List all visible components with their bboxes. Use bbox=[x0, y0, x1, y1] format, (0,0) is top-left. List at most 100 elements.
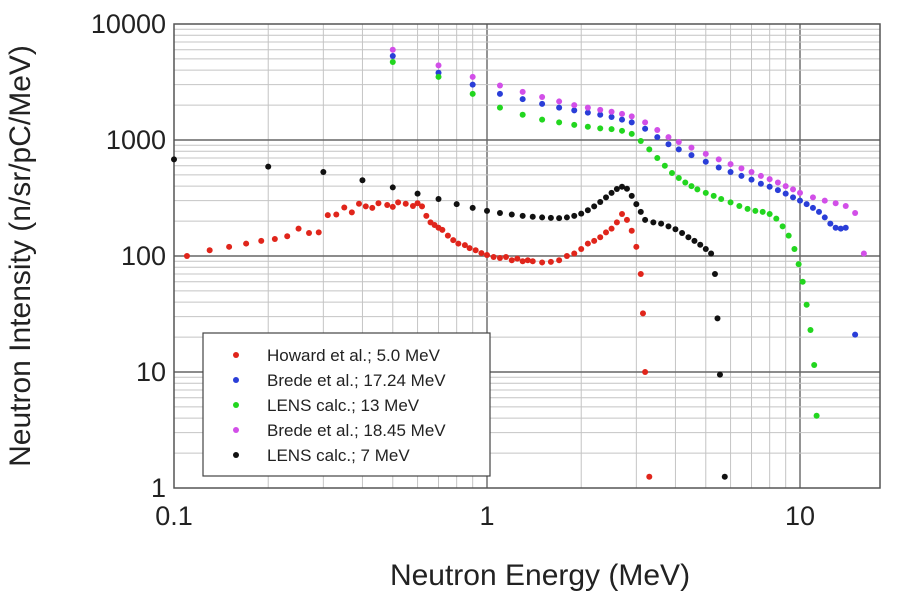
data-point bbox=[642, 125, 649, 132]
data-point bbox=[661, 162, 668, 169]
data-point bbox=[628, 227, 635, 234]
data-point bbox=[539, 93, 546, 100]
data-point bbox=[619, 183, 626, 190]
legend-marker bbox=[233, 452, 239, 458]
data-point bbox=[597, 125, 604, 132]
data-point bbox=[529, 258, 536, 265]
data-point bbox=[603, 194, 610, 201]
data-point bbox=[619, 110, 626, 117]
data-point bbox=[721, 473, 728, 480]
data-point bbox=[571, 250, 578, 257]
data-point bbox=[688, 144, 695, 151]
series-2-points bbox=[389, 52, 859, 338]
data-point bbox=[359, 177, 366, 184]
data-point bbox=[646, 473, 653, 480]
data-point bbox=[675, 175, 682, 182]
data-point bbox=[324, 212, 331, 219]
data-point bbox=[797, 189, 803, 196]
data-point bbox=[469, 73, 476, 80]
data-point bbox=[226, 243, 233, 250]
data-point bbox=[496, 82, 503, 89]
data-point bbox=[584, 104, 591, 111]
data-point bbox=[539, 214, 546, 221]
data-point bbox=[702, 189, 709, 196]
data-point bbox=[633, 201, 640, 208]
data-point bbox=[341, 204, 348, 211]
data-point bbox=[450, 237, 457, 244]
data-point bbox=[439, 226, 446, 233]
data-point bbox=[469, 81, 476, 88]
data-point bbox=[639, 310, 646, 317]
data-point bbox=[718, 196, 725, 203]
data-point bbox=[571, 107, 578, 114]
data-point bbox=[584, 109, 591, 116]
data-point bbox=[837, 225, 844, 232]
y-tick-label: 1000 bbox=[106, 125, 166, 155]
data-point bbox=[646, 146, 653, 153]
data-point bbox=[508, 257, 515, 264]
data-point bbox=[665, 141, 672, 148]
data-point bbox=[414, 190, 421, 197]
data-point bbox=[608, 113, 615, 120]
data-point bbox=[271, 236, 278, 243]
data-point bbox=[852, 209, 859, 216]
legend-marker bbox=[233, 377, 239, 383]
data-point bbox=[613, 186, 620, 193]
data-point bbox=[809, 194, 816, 201]
data-point bbox=[539, 116, 546, 123]
y-tick-label: 100 bbox=[121, 241, 166, 271]
data-point bbox=[409, 202, 416, 209]
data-point bbox=[642, 119, 649, 126]
data-point bbox=[744, 205, 751, 212]
data-point bbox=[797, 197, 803, 204]
data-point bbox=[803, 301, 810, 308]
data-point bbox=[461, 242, 468, 249]
data-point bbox=[414, 200, 421, 207]
data-point bbox=[803, 201, 810, 208]
data-point bbox=[688, 152, 695, 159]
x-tick-label: 1 bbox=[479, 501, 494, 531]
data-point bbox=[619, 116, 626, 123]
data-point bbox=[444, 232, 451, 239]
data-point bbox=[597, 199, 604, 206]
data-point bbox=[766, 211, 773, 218]
data-point bbox=[356, 200, 363, 207]
data-point bbox=[563, 253, 570, 259]
data-point bbox=[547, 214, 554, 221]
data-point bbox=[453, 201, 460, 208]
data-point bbox=[752, 207, 759, 214]
x-tick-label: 10 bbox=[785, 501, 815, 531]
data-point bbox=[782, 190, 789, 197]
data-point bbox=[571, 121, 578, 128]
data-point bbox=[320, 168, 327, 175]
data-point bbox=[642, 216, 649, 223]
data-point bbox=[519, 111, 526, 118]
data-point bbox=[815, 208, 822, 215]
legend: Howard et al.; 5.0 MeV Brede et al.; 17.2… bbox=[202, 332, 491, 477]
data-point bbox=[650, 219, 657, 226]
legend-label: Howard et al.; 5.0 MeV bbox=[267, 346, 441, 365]
data-point bbox=[603, 229, 610, 236]
data-point bbox=[295, 225, 302, 232]
data-point bbox=[736, 202, 743, 209]
data-point bbox=[807, 327, 814, 334]
series-5-points bbox=[171, 156, 728, 480]
data-point bbox=[633, 243, 640, 250]
data-point bbox=[362, 203, 369, 210]
data-point bbox=[591, 203, 598, 210]
data-point bbox=[584, 123, 591, 130]
data-point bbox=[348, 209, 355, 216]
data-point bbox=[727, 199, 734, 206]
data-point bbox=[472, 247, 479, 254]
data-point bbox=[685, 234, 692, 241]
data-point bbox=[384, 202, 391, 209]
data-point bbox=[496, 90, 503, 97]
data-point bbox=[795, 261, 802, 268]
data-point bbox=[608, 189, 615, 196]
data-point bbox=[779, 223, 786, 230]
data-point bbox=[496, 209, 503, 216]
data-point bbox=[757, 180, 764, 187]
data-point bbox=[697, 241, 704, 248]
data-point bbox=[637, 138, 644, 145]
data-point bbox=[842, 202, 849, 209]
